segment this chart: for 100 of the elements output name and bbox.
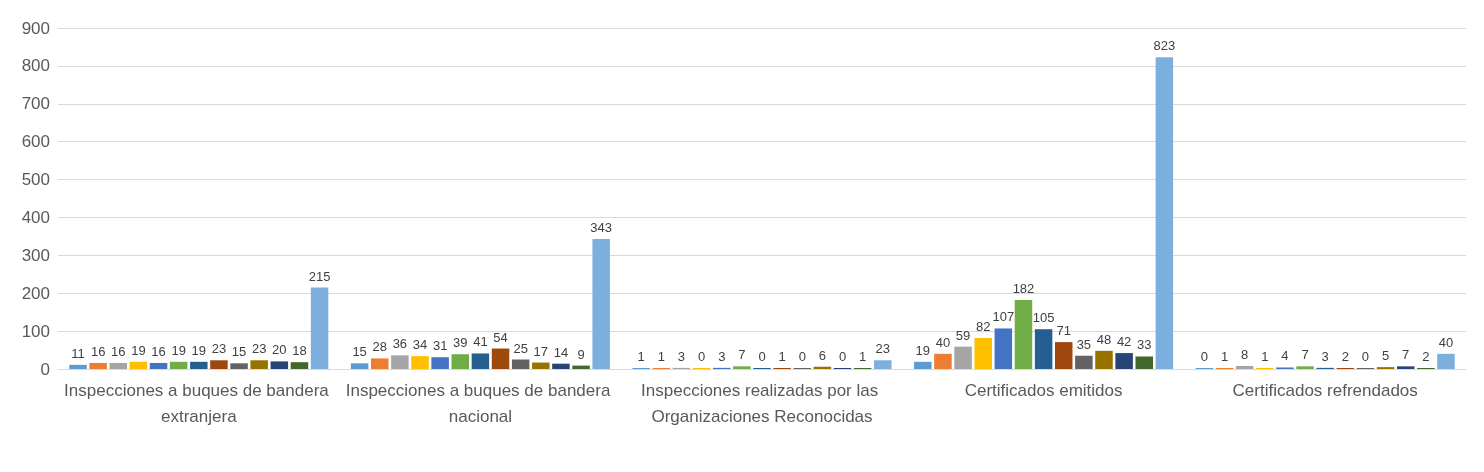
- data-label: 1: [657, 349, 665, 364]
- bar: [994, 328, 1013, 369]
- data-label: 11: [71, 345, 85, 361]
- data-label: 15: [231, 344, 247, 360]
- data-label: 3: [1321, 348, 1329, 364]
- data-label: 2: [1341, 349, 1349, 364]
- data-label: 6: [818, 347, 827, 363]
- data-label: 39: [453, 335, 468, 351]
- data-label: 2: [1422, 349, 1430, 364]
- bar: [1437, 353, 1455, 369]
- data-label: 35: [1076, 336, 1092, 352]
- y-tick-label: 700: [21, 94, 50, 114]
- data-label: 0: [1361, 349, 1370, 364]
- data-label: 823: [1153, 38, 1176, 54]
- data-label: 23: [211, 341, 227, 357]
- data-label: 34: [412, 337, 428, 353]
- data-label: 8: [1241, 346, 1249, 362]
- x-tick-label: Certificados refrendados: [1232, 380, 1418, 400]
- bar: [874, 360, 892, 369]
- y-tick-label: 600: [21, 132, 50, 152]
- bar: [532, 362, 550, 369]
- bar: [1075, 355, 1093, 369]
- data-label: 36: [392, 336, 408, 352]
- data-label: 23: [251, 341, 267, 357]
- data-label: 19: [915, 342, 931, 358]
- x-tick-label: Inspecciones a buques de bandera extranjera: [64, 380, 334, 426]
- y-tick-label: 900: [21, 18, 50, 38]
- data-label: 0: [838, 349, 847, 364]
- data-label: 40: [1438, 334, 1454, 350]
- bar: [230, 363, 248, 369]
- bar: [1034, 329, 1053, 369]
- x-tick-label: Certificados emitidos: [964, 380, 1123, 400]
- data-label: 17: [533, 343, 549, 359]
- bar: [592, 239, 610, 369]
- data-label: 1: [778, 349, 786, 364]
- data-label: 71: [1056, 323, 1071, 339]
- data-label: 7: [1402, 347, 1410, 363]
- data-label: 15: [352, 344, 367, 360]
- data-label: 182: [1012, 281, 1035, 297]
- bar: [190, 361, 208, 369]
- bar: [391, 355, 409, 369]
- data-label: 28: [372, 339, 387, 355]
- data-label: 1: [859, 349, 867, 364]
- bar: [1135, 356, 1154, 369]
- data-label: 0: [758, 349, 766, 364]
- bar: [954, 346, 972, 369]
- data-label: 4: [1281, 348, 1289, 364]
- data-label: 3: [677, 348, 686, 364]
- bar: [914, 361, 932, 369]
- data-label: 5: [1381, 348, 1390, 364]
- y-tick-label: 800: [21, 56, 50, 76]
- bar: [1014, 300, 1033, 369]
- data-label: 16: [90, 343, 106, 359]
- data-label: 215: [308, 268, 331, 284]
- data-label: 0: [798, 349, 806, 364]
- data-label: 107: [992, 309, 1015, 325]
- data-label: 54: [493, 329, 508, 345]
- data-label: 14: [553, 344, 569, 360]
- bar: [89, 362, 107, 369]
- data-label: 31: [432, 338, 448, 354]
- data-label: 18: [292, 343, 307, 359]
- y-tick-label: 200: [21, 283, 50, 303]
- data-label: 19: [191, 342, 207, 358]
- bar: [370, 358, 389, 369]
- data-label: 59: [955, 327, 971, 343]
- bar: [491, 348, 510, 369]
- bar: [733, 366, 751, 369]
- data-label: 1: [637, 349, 645, 364]
- y-tick-label: 100: [21, 321, 50, 341]
- data-label: 16: [151, 343, 166, 359]
- data-label: 42: [1116, 334, 1132, 350]
- bar: [250, 360, 268, 369]
- bar: [431, 357, 449, 369]
- data-label: 343: [590, 220, 613, 236]
- data-label: 9: [577, 346, 585, 362]
- bar: [169, 361, 188, 369]
- bar: [1095, 350, 1113, 369]
- data-label: 23: [875, 341, 891, 357]
- data-label: 7: [738, 347, 746, 363]
- bar: [1054, 342, 1073, 369]
- data-label: 33: [1137, 337, 1152, 353]
- bar: [1296, 366, 1314, 369]
- bar: [270, 361, 289, 369]
- data-label: 40: [935, 334, 951, 350]
- data-label: 3: [718, 348, 726, 364]
- bar: [572, 365, 590, 369]
- bar: [69, 364, 87, 369]
- bar: [511, 359, 530, 369]
- bar: [411, 356, 429, 369]
- data-label: 19: [131, 342, 146, 358]
- data-label: 105: [1032, 310, 1055, 326]
- bar: [1115, 353, 1133, 369]
- bar: [552, 363, 570, 369]
- data-label: 0: [1200, 349, 1209, 364]
- bar: [934, 353, 952, 369]
- data-label: 0: [697, 349, 706, 364]
- data-label: 82: [975, 318, 991, 334]
- x-tick-label: Inspecciones realizadas por las Organizaciones Reconocidas: [641, 380, 883, 426]
- y-tick-label: 500: [21, 170, 50, 190]
- y-tick-label: 0: [40, 359, 50, 379]
